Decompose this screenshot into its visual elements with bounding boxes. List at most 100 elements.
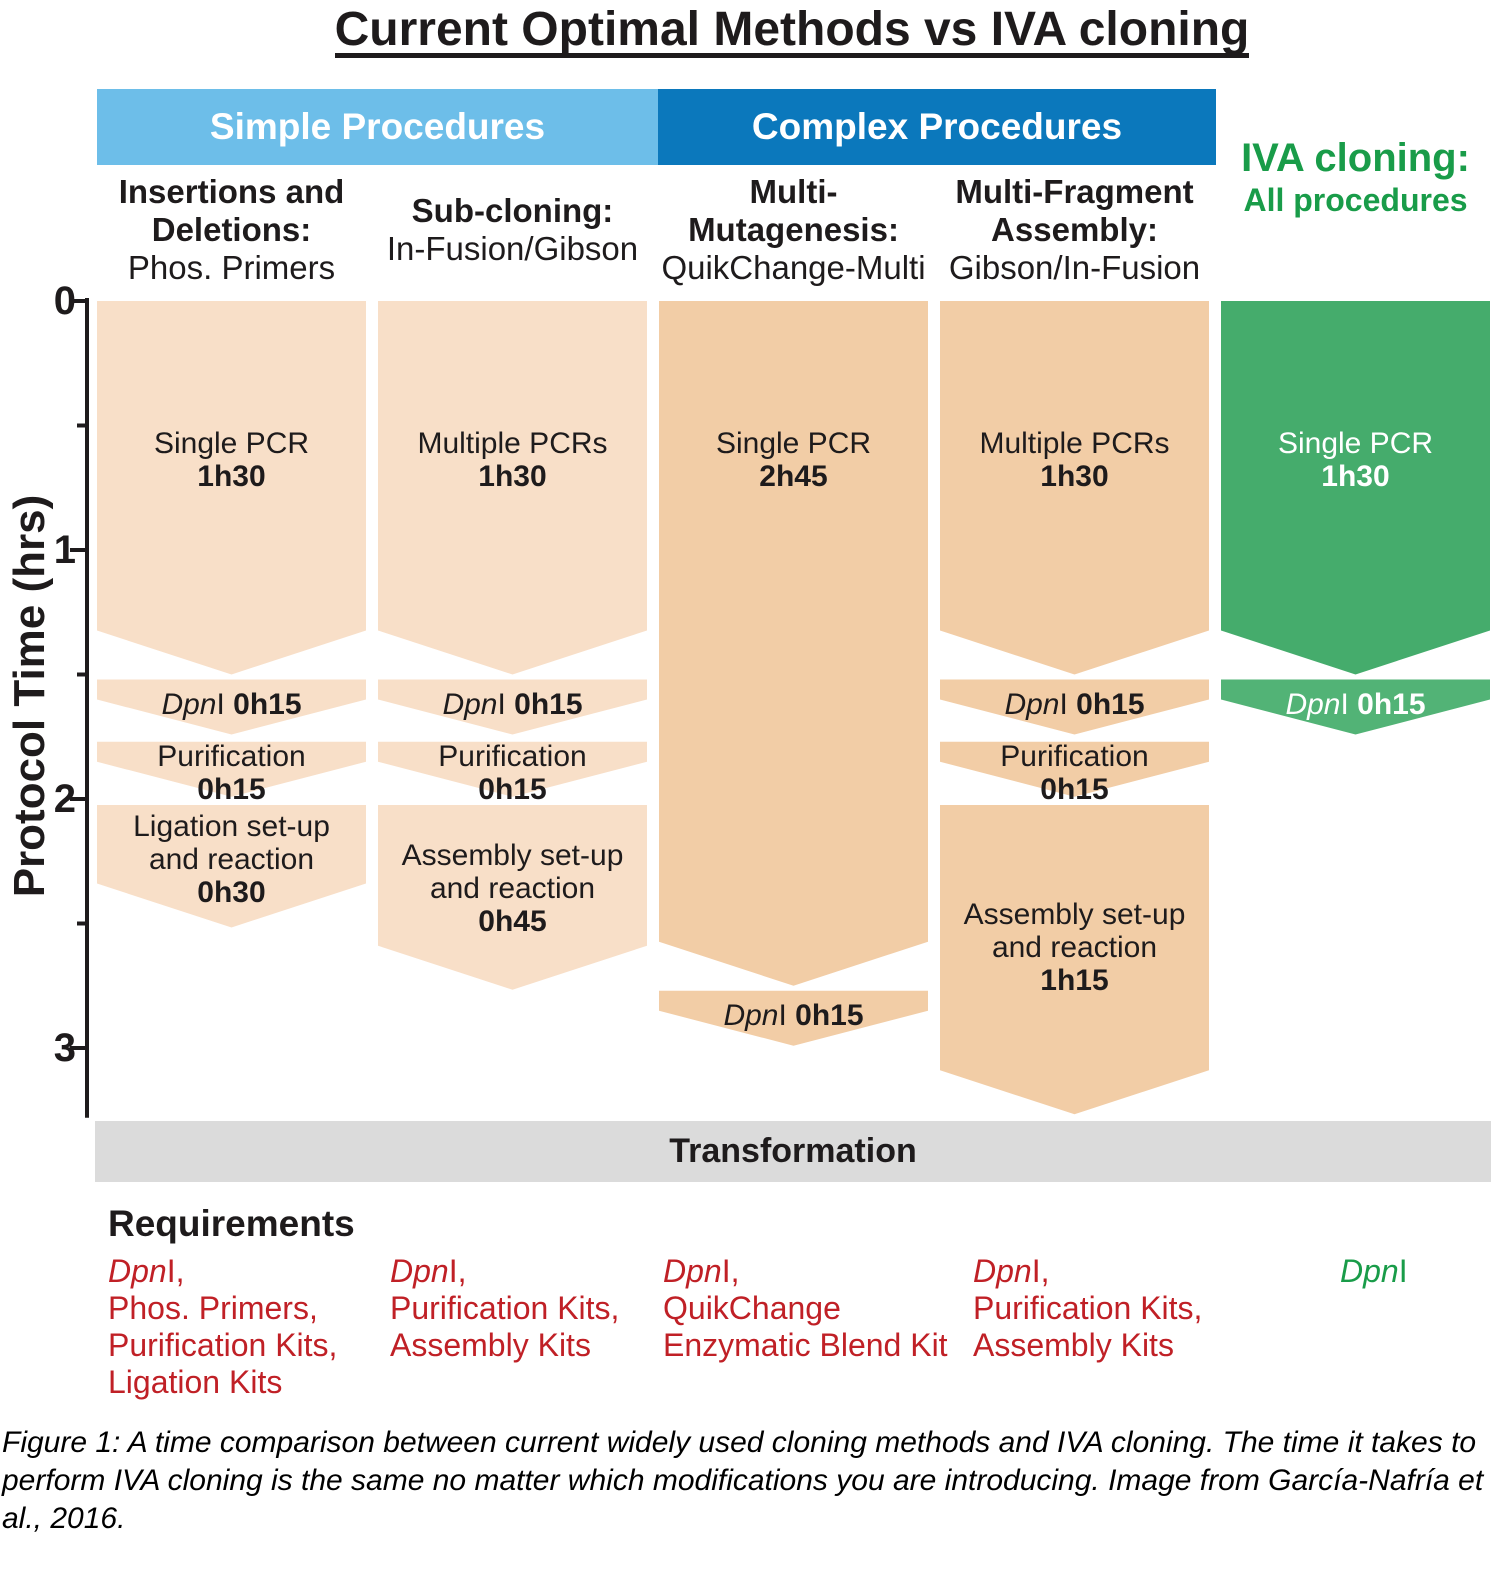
- iva-cloning-title: IVA cloning:: [1241, 136, 1470, 180]
- y-axis-major-tick: [70, 797, 88, 801]
- segment-label-line: 1h15: [940, 964, 1209, 997]
- requirements-line: Purification Kits,: [390, 1290, 619, 1327]
- segment-label-insertions-deletions-1: DpnI 0h15: [97, 688, 366, 721]
- column-header-line: QuikChange-Multi: [661, 249, 926, 286]
- segment-sub-cloning-2: [378, 741, 647, 797]
- segment-label-line: Single PCR: [1221, 427, 1490, 460]
- text-run: Assembly Kits: [390, 1327, 591, 1363]
- text-run: 2h45: [759, 460, 828, 493]
- segment-sub-cloning-3: [378, 805, 647, 990]
- text-run: Dpn: [390, 1253, 449, 1289]
- column-header-line: Multi-: [749, 173, 838, 210]
- requirements-insertions-deletions: DpnI, Phos. Primers, Purification Kits, Lig…: [108, 1253, 337, 1401]
- segment-label-multi-mutagenesis-1: DpnI 0h15: [659, 999, 928, 1032]
- text-run: I: [216, 688, 234, 721]
- segment-sub-cloning-0: [378, 301, 647, 675]
- requirements-line: DpnI,: [663, 1253, 948, 1290]
- iva-cloning-header: IVA cloning: All procedures: [1221, 136, 1490, 220]
- segment-multi-fragment-assembly-3: [940, 805, 1209, 1115]
- segment-label-line: and reaction: [97, 843, 366, 876]
- text-run: 0h15: [478, 772, 547, 806]
- segment-multi-fragment-assembly-2: [940, 741, 1209, 797]
- text-run: Purification: [1000, 739, 1149, 773]
- text-run: I,: [721, 1253, 740, 1289]
- segment-label-line: Single PCR: [659, 427, 928, 460]
- segment-label-line: DpnI 0h15: [97, 688, 366, 721]
- segment-label-line: Purification: [378, 740, 647, 773]
- requirements-multi-fragment-assembly: DpnI, Purification Kits, Assembly Kits: [973, 1253, 1202, 1364]
- segment-insertions-deletions-3: [97, 805, 366, 928]
- column-header-multi-fragment-assembly: Multi-Fragment Assembly: Gibson/In-Fusion: [940, 173, 1209, 287]
- text-run: 0h45: [478, 905, 547, 939]
- segment-multi-fragment-assembly-0: [940, 301, 1209, 675]
- segment-label-line: Multiple PCRs: [378, 427, 647, 460]
- requirements-line: Assembly Kits: [390, 1327, 619, 1364]
- requirements-multi-mutagenesis: DpnI, QuikChange Enzymatic Blend Kit: [663, 1253, 948, 1364]
- text-run: 1h30: [1321, 460, 1390, 493]
- segment-label-line: Assembly set-up: [378, 839, 647, 872]
- y-axis-tick-label: 0: [53, 279, 76, 323]
- y-axis-tick-label: 1: [53, 528, 76, 572]
- segment-label-insertions-deletions-2: Purification 0h15: [97, 740, 366, 806]
- text-run: 0h15: [233, 688, 302, 721]
- y-axis-minor-tick: [77, 423, 88, 428]
- segment-iva-cloning-1: [1221, 679, 1490, 735]
- text-run: Ligation Kits: [108, 1364, 283, 1400]
- text-run: Ligation set-up: [133, 810, 330, 844]
- text-run: Enzymatic Blend Kit: [663, 1327, 948, 1363]
- group-header-simple-label: Simple Procedures: [209, 106, 546, 147]
- requirements-iva-cloning: DpnI: [1340, 1253, 1408, 1290]
- text-run: I: [1398, 1253, 1408, 1289]
- text-run: I: [497, 688, 515, 721]
- segment-label-line: DpnI 0h15: [659, 999, 928, 1032]
- segment-multi-fragment-assembly-1: [940, 679, 1209, 735]
- text-run: I,: [448, 1253, 467, 1289]
- text-run: Phos. Primers,: [108, 1290, 318, 1326]
- requirements-line: Purification Kits,: [108, 1327, 337, 1364]
- text-run: I: [778, 999, 796, 1033]
- text-run: Purification Kits,: [973, 1290, 1203, 1326]
- segment-label-line: Assembly set-up: [940, 898, 1209, 931]
- text-run: Multiple PCRs: [417, 427, 608, 460]
- transformation-bar: Transformation: [95, 1121, 1491, 1182]
- text-run: Dpn: [1285, 688, 1341, 721]
- segment-label-line: DpnI 0h15: [1221, 688, 1490, 721]
- column-header-line: Assembly:: [991, 211, 1158, 248]
- requirements-title: Requirements: [108, 1203, 355, 1244]
- segment-label-line: Multiple PCRs: [940, 427, 1209, 460]
- text-run: Purification: [438, 739, 587, 773]
- column-header-line: Mutagenesis:: [688, 211, 899, 248]
- segment-label-line: 0h15: [378, 773, 647, 806]
- segment-label-sub-cloning-2: Purification 0h15: [378, 740, 647, 806]
- group-header-complex-procedures: Complex Procedures: [658, 89, 1216, 165]
- text-run: Purification: [157, 739, 306, 773]
- requirements-line: Ligation Kits: [108, 1364, 337, 1401]
- y-axis-major-tick: [70, 548, 88, 552]
- y-axis-major-tick: [70, 299, 88, 303]
- segment-label-line: Purification: [97, 740, 366, 773]
- segment-insertions-deletions-1: [97, 679, 366, 735]
- text-run: Single PCR: [153, 427, 310, 460]
- text-run: Assembly set-up: [401, 839, 624, 873]
- y-axis-line: [85, 298, 89, 1118]
- text-run: Purification Kits,: [108, 1327, 338, 1363]
- segment-label-iva-cloning-1: DpnI 0h15: [1221, 688, 1490, 721]
- segment-label-iva-cloning-0: Single PCR 1h30: [1221, 427, 1490, 493]
- segment-label-line: Ligation set-up: [97, 810, 366, 843]
- text-run: 0h15: [197, 772, 266, 806]
- column-header-line: Phos. Primers: [127, 249, 336, 286]
- text-run: 0h15: [1076, 688, 1145, 721]
- text-run: and reaction: [429, 872, 596, 906]
- figure-title: Current Optimal Methods vs IVA cloning: [84, 2, 1500, 58]
- segment-label-line: 0h45: [378, 905, 647, 938]
- y-axis-minor-tick: [77, 921, 88, 926]
- segment-label-insertions-deletions-3: Ligation set-up and reaction 0h30: [97, 810, 366, 909]
- text-run: 0h15: [514, 688, 583, 721]
- segment-label-sub-cloning-3: Assembly set-up and reaction 0h45: [378, 839, 647, 938]
- segment-label-multi-fragment-assembly-1: DpnI 0h15: [940, 688, 1209, 721]
- text-run: Dpn: [108, 1253, 167, 1289]
- group-header-complex-label: Complex Procedures: [751, 106, 1123, 147]
- text-run: Multiple PCRs: [979, 427, 1170, 460]
- requirements-line: Enzymatic Blend Kit: [663, 1327, 948, 1364]
